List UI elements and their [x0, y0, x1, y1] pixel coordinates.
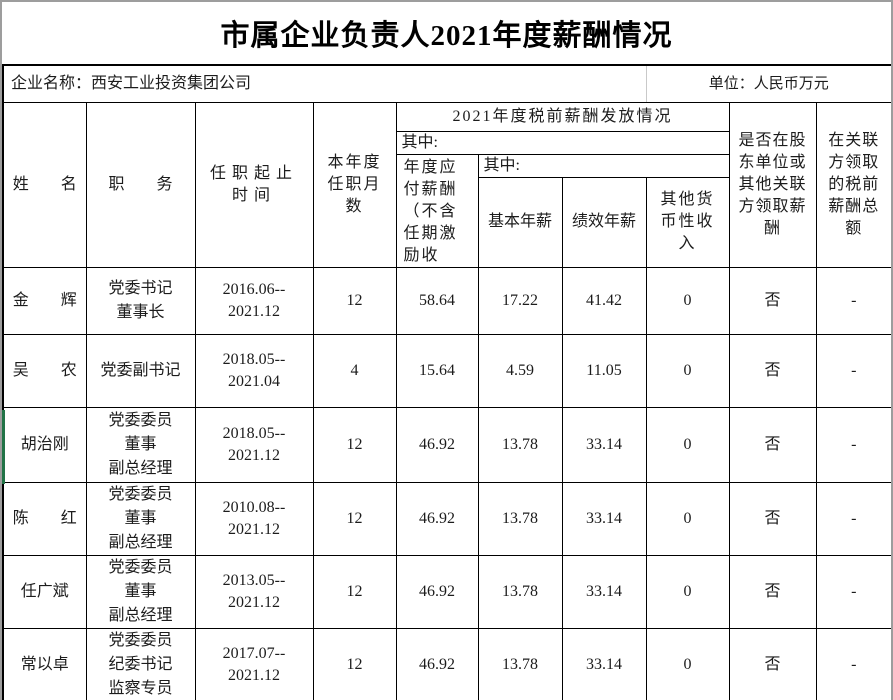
cell-performance: 11.05: [561, 333, 647, 408]
cell-performance: 33.14: [561, 481, 647, 556]
cell-name: 吴 农: [2, 333, 87, 408]
cell-other: 0: [645, 554, 730, 629]
cell-performance: 33.14: [561, 627, 647, 700]
col-header-tenure: 任职起止时间: [194, 101, 314, 268]
cell-amount: -: [815, 406, 891, 483]
col-header-months: 本年度任职月数: [312, 101, 397, 268]
cell-base: 13.78: [477, 481, 563, 556]
cell-payable: 46.92: [395, 554, 479, 629]
col-header-name: 姓 名: [2, 101, 87, 268]
cell-other: 0: [645, 406, 730, 483]
cell-name: 陈 红: [2, 481, 87, 556]
page-title: 市属企业负责人2021年度薪酬情况: [220, 20, 673, 52]
col-header-annual-payable: 年度应付薪酬（不含任期激励收: [395, 153, 479, 268]
cell-name: 胡治刚: [2, 406, 87, 483]
table-row: 常以卓 党委委员 纪委书记 监察专员 2017.07-- 2021.12 12 …: [2, 627, 891, 700]
cell-performance: 41.42: [561, 266, 647, 335]
company-name-label: 企业名称：西安工业投资集团公司: [2, 64, 647, 103]
cell-position: 党委书记 董事长: [85, 266, 196, 335]
cell-months: 12: [312, 266, 397, 335]
cell-tenure: 2010.08-- 2021.12: [194, 481, 314, 556]
col-header-related-amount: 在关联方领取的税前薪酬总额: [815, 101, 891, 268]
cell-payable: 58.64: [395, 266, 479, 335]
cell-position: 党委委员 纪委书记 监察专员: [85, 627, 196, 700]
col-header-other-income: 其他货币性收入: [645, 176, 730, 268]
among-which-2-label: 其中:: [477, 153, 730, 178]
cell-tenure: 2018.05-- 2021.12: [194, 406, 314, 483]
cell-amount: -: [815, 333, 891, 408]
table-row: 吴 农 党委副书记 2018.05-- 2021.04 4 15.64 4.59…: [2, 333, 891, 408]
cell-tenure: 2017.07-- 2021.12: [194, 627, 314, 700]
cell-position: 党委委员 董事 副总经理: [85, 481, 196, 556]
cell-payable: 15.64: [395, 333, 479, 408]
col-header-related-flag: 是否在股东单位或其他关联方领取薪酬: [728, 101, 817, 268]
cell-flag: 否: [728, 627, 817, 700]
cell-tenure: 2016.06-- 2021.12: [194, 266, 314, 335]
cell-months: 4: [312, 333, 397, 408]
cell-months: 12: [312, 406, 397, 483]
cell-performance: 33.14: [561, 554, 647, 629]
cell-base: 13.78: [477, 554, 563, 629]
cell-amount: -: [815, 481, 891, 556]
cell-other: 0: [645, 266, 730, 335]
cell-other: 0: [645, 481, 730, 556]
table-row: 金 辉 党委书记 董事长 2016.06-- 2021.12 12 58.64 …: [2, 266, 891, 335]
col-header-position: 职 务: [85, 101, 196, 268]
cell-name: 常以卓: [2, 627, 87, 700]
cell-name: 金 辉: [2, 266, 87, 335]
cell-tenure: 2018.05-- 2021.04: [194, 333, 314, 408]
col-header-base-salary: 基本年薪: [477, 176, 563, 268]
cell-tenure: 2013.05-- 2021.12: [194, 554, 314, 629]
header-row-3: 年度应付薪酬（不含任期激励收 其中:: [3, 153, 891, 268]
cell-base: 4.59: [477, 333, 563, 408]
salary-table: 企业名称：西安工业投资集团公司 单位：人民币万元 姓 名 职 务 任职起止时间 …: [2, 64, 891, 700]
header-row-4: 基本年薪 绩效年薪 其他货币性收入: [3, 176, 891, 268]
cell-performance: 33.14: [561, 406, 647, 483]
table-row: 陈 红 党委委员 董事 副总经理 2010.08-- 2021.12 12 46…: [2, 481, 891, 556]
cell-position: 党委委员 董事 副总经理: [85, 554, 196, 629]
cell-other: 0: [645, 333, 730, 408]
cell-months: 12: [312, 554, 397, 629]
header-row-1: 姓 名 职 务 任职起止时间 本年度任职月数 2021年度税前薪酬发放情况 是否…: [2, 101, 891, 268]
cell-flag: 否: [728, 554, 817, 629]
cell-base: 13.78: [477, 406, 563, 483]
cell-flag: 否: [728, 481, 817, 556]
table-row: 胡治刚 党委委员 董事 副总经理 2018.05-- 2021.12 12 46…: [2, 406, 891, 483]
col-header-salary-group: 2021年度税前薪酬发放情况: [395, 101, 730, 132]
cell-amount: -: [815, 266, 891, 335]
cell-flag: 否: [728, 333, 817, 408]
cell-amount: -: [815, 627, 891, 700]
cell-payable: 46.92: [395, 627, 479, 700]
cell-base: 13.78: [477, 627, 563, 700]
table-row: 任广斌 党委委员 董事 副总经理 2013.05-- 2021.12 12 46…: [2, 554, 891, 629]
cell-flag: 否: [728, 406, 817, 483]
info-bar-row: 企业名称：西安工业投资集团公司 单位：人民币万元: [2, 64, 891, 103]
cell-position: 党委副书记: [85, 333, 196, 408]
cell-months: 12: [312, 627, 397, 700]
cell-payable: 46.92: [395, 481, 479, 556]
cell-flag: 否: [728, 266, 817, 335]
unit-label: 单位：人民币万元: [645, 64, 891, 103]
cell-amount: -: [815, 554, 891, 629]
cell-payable: 46.92: [395, 406, 479, 483]
col-header-performance-salary: 绩效年薪: [561, 176, 647, 268]
among-which-1-label: 其中:: [395, 130, 730, 155]
cell-months: 12: [312, 481, 397, 556]
active-row-indicator: [2, 410, 5, 484]
cell-position: 党委委员 董事 副总经理: [85, 406, 196, 483]
cell-name: 任广斌: [2, 554, 87, 629]
cell-other: 0: [645, 627, 730, 700]
cell-base: 17.22: [477, 266, 563, 335]
header-row-2: 其中:: [3, 130, 891, 155]
